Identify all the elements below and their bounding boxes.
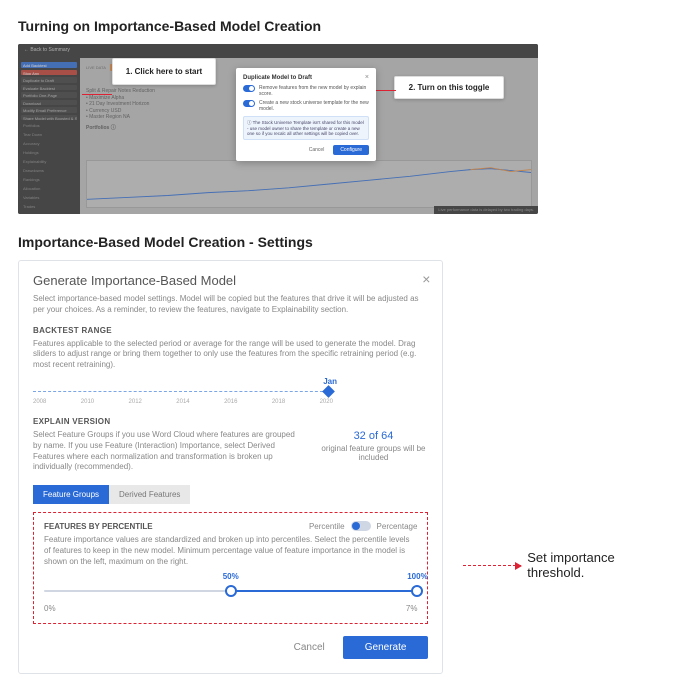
cancel-button[interactable]: Cancel <box>304 145 330 155</box>
arrow-icon <box>463 565 521 566</box>
sidebar-onepage[interactable]: Portfolio One-Page <box>21 92 77 98</box>
sidebar-link[interactable]: Accuracy <box>21 140 77 147</box>
sidebar-link[interactable]: Holdings <box>21 149 77 156</box>
panel-sub: Select importance-based model settings. … <box>33 294 428 316</box>
sidebar-link[interactable]: Portfolios <box>21 122 77 129</box>
range-knob-low[interactable] <box>225 585 237 597</box>
tick: 2020 <box>320 399 333 405</box>
backtest-label: BACKTEST RANGE <box>33 326 428 335</box>
tick: 2016 <box>224 399 237 405</box>
sidebar-link[interactable]: Tear Down <box>21 131 77 138</box>
live-badge: LIVE DATA <box>86 65 106 70</box>
section2-title: Importance-Based Model Creation - Settin… <box>18 234 670 250</box>
sidebar-link[interactable]: Explainability <box>21 158 77 165</box>
generate-button[interactable]: Generate <box>343 636 429 659</box>
duplicate-modal: Duplicate Model to Draft × Remove featur… <box>236 68 376 161</box>
configure-button[interactable]: Configure <box>333 145 369 155</box>
callout-step1: 1. Click here to start <box>112 58 216 85</box>
range-right-val: 7% <box>406 604 418 613</box>
range-mid-label: 50% <box>223 572 239 581</box>
timeline-marker-label: Jan <box>323 377 337 386</box>
sidebar: Add Backtest Stop Any Duplicate to Draft… <box>18 58 80 214</box>
section1-title: Turning on Importance-Based Model Creati… <box>18 18 670 34</box>
sidebar-emailpref[interactable]: Modify Email Preference <box>21 107 77 113</box>
range-max-label: 100% <box>407 572 427 581</box>
explain-label: EXPLAIN VERSION <box>33 417 428 426</box>
sidebar-evaluate[interactable]: Evaluate Backtest <box>21 85 77 91</box>
feature-count-value: 32 of 64 <box>318 430 428 442</box>
explain-tabs: Feature Groups Derived Features <box>33 485 428 504</box>
toggle-new-universe[interactable] <box>243 100 255 107</box>
mode-percentile: Percentile <box>309 522 345 531</box>
sidebar-download[interactable]: Download <box>21 100 77 106</box>
side-annotation: Set importance threshold. <box>463 550 670 580</box>
range-knob-high[interactable] <box>411 585 423 597</box>
tick: 2008 <box>33 399 46 405</box>
screenshot-turn-on: ← Back to Summary Add Backtest Stop Any … <box>18 44 538 214</box>
fbp-desc: Feature importance values are standardiz… <box>44 535 417 567</box>
sidebar-link[interactable]: Rankings <box>21 176 77 183</box>
tab-derived-features[interactable]: Derived Features <box>109 485 190 504</box>
callout-step2: 2. Turn on this toggle <box>394 76 504 99</box>
modal-info: ⓘ The Stock Universe Template isn't shar… <box>243 116 369 140</box>
tick: 2018 <box>272 399 285 405</box>
modal-title: Duplicate Model to Draft <box>243 75 312 81</box>
sidebar-duplicate[interactable]: Duplicate to Draft <box>21 77 77 83</box>
sidebar-link[interactable]: Trades <box>21 203 77 210</box>
features-by-percentile: FEATURES BY PERCENTILE Percentile Percen… <box>33 512 428 623</box>
toggle-remove-features[interactable] <box>243 85 255 92</box>
mode-percentage: Percentage <box>377 522 418 531</box>
mode-switch[interactable] <box>351 521 371 531</box>
backtest-desc: Features applicable to the selected peri… <box>33 339 428 371</box>
back-link[interactable]: ← Back to Summary <box>24 47 70 53</box>
side-annotation-text: Set importance threshold. <box>527 550 670 580</box>
explain-desc: Select Feature Groups if you use Word Cl… <box>33 430 298 473</box>
tick: 2010 <box>81 399 94 405</box>
backtest-range-slider[interactable]: Jan 2008 2010 2012 2014 2016 2018 2020 <box>33 383 333 409</box>
panel-heading: Generate Importance-Based Model <box>33 273 428 288</box>
tick: 2012 <box>129 399 142 405</box>
percentile-range[interactable]: 50% 100% <box>44 580 417 602</box>
tab-feature-groups[interactable]: Feature Groups <box>33 485 109 504</box>
modal-opt1: Remove features from the new model by ex… <box>259 85 369 97</box>
sidebar-link[interactable]: Variables <box>21 194 77 201</box>
sidebar-share[interactable]: Share Model with Boosted & Support <box>21 115 77 121</box>
performance-chart <box>86 160 532 208</box>
tick: 2014 <box>176 399 189 405</box>
timeline-handle[interactable] <box>322 385 335 398</box>
range-left-val: 0% <box>44 604 56 613</box>
fbp-label: FEATURES BY PERCENTILE <box>44 522 153 531</box>
sidebar-add-backtest[interactable]: Add Backtest <box>21 62 77 68</box>
callout1-connector <box>82 94 112 95</box>
sidebar-link[interactable]: Drawdowns <box>21 167 77 174</box>
close-icon[interactable]: × <box>365 74 369 81</box>
feature-count-sub: original feature groups will be included <box>321 444 425 462</box>
feature-count: 32 of 64 original feature groups will be… <box>318 430 428 473</box>
close-icon[interactable]: × <box>422 271 430 287</box>
cancel-button[interactable]: Cancel <box>294 642 325 653</box>
sidebar-stop[interactable]: Stop Any <box>21 70 77 76</box>
topbar: ← Back to Summary <box>18 44 538 58</box>
modal-opt2: Create a new stock universe template for… <box>259 100 369 112</box>
callout2-connector <box>376 90 396 91</box>
settings-panel: × Generate Importance-Based Model Select… <box>18 260 443 674</box>
chart-footer-note: Live performance data is delayed by two … <box>434 206 538 214</box>
sidebar-link[interactable]: Allocation <box>21 185 77 192</box>
